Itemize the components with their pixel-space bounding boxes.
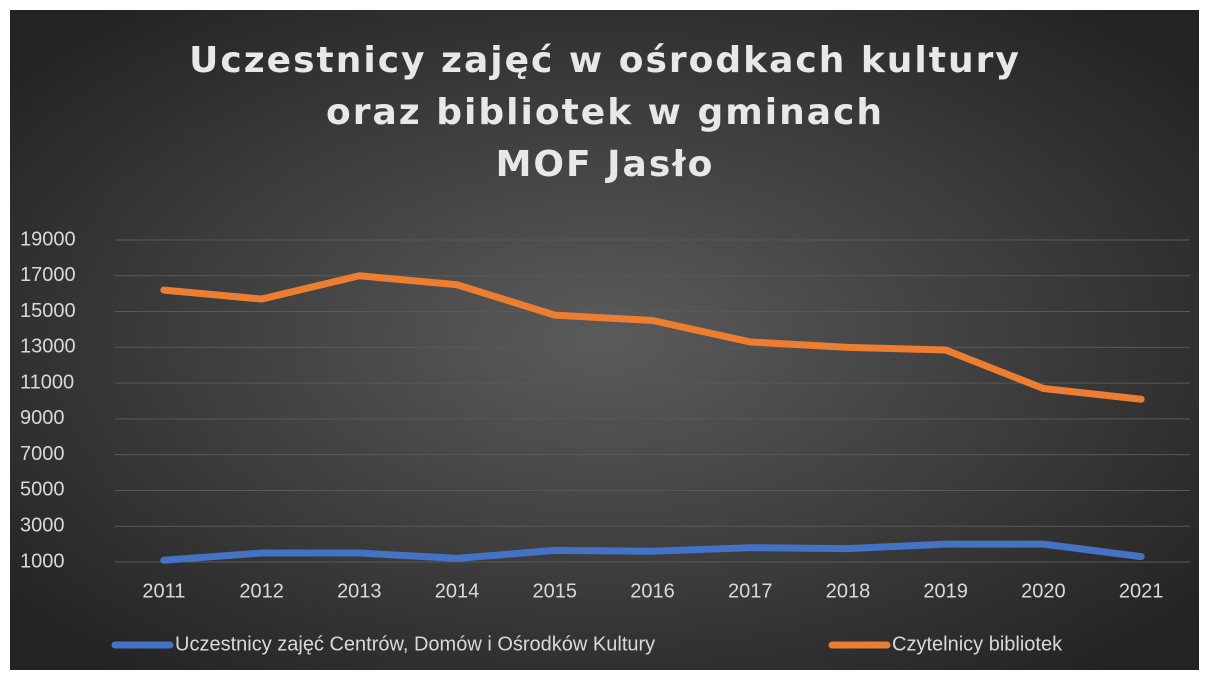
y-tick-label: 3000 (20, 515, 65, 537)
y-tick-label: 1000 (20, 550, 65, 572)
x-tick-label: 2021 (1119, 580, 1164, 602)
y-tick-label: 13000 (20, 336, 76, 358)
y-tick-label: 15000 (20, 300, 76, 322)
legend-label: Czytelnicy bibliotek (892, 633, 1063, 655)
x-tick-label: 2014 (435, 580, 480, 602)
x-tick-label: 2011 (142, 580, 185, 602)
chart-title: MOF Jasło (496, 144, 715, 185)
x-tick-label: 2012 (239, 580, 284, 602)
line-series (160, 540, 1145, 564)
x-tick-label: 2013 (337, 580, 382, 602)
chart-title: Uczestnicy zajęć w ośrodkach kultury (189, 40, 1021, 81)
y-tick-label: 17000 (20, 264, 76, 286)
x-tick-label: 2017 (728, 580, 773, 602)
y-tick-label: 9000 (20, 407, 65, 429)
x-tick-label: 2016 (630, 580, 675, 602)
chart-title: oraz bibliotek w gminach (326, 92, 884, 133)
x-tick-label: 2018 (826, 580, 871, 602)
y-tick-label: 5000 (20, 479, 65, 501)
x-tick-label: 2020 (1021, 580, 1066, 602)
y-tick-label: 11000 (20, 371, 74, 393)
legend-label: Uczestnicy zajęć Centrów, Domów i Ośrodk… (175, 633, 655, 655)
y-tick-label: 7000 (20, 443, 65, 465)
line-series (160, 272, 1145, 403)
y-tick-label: 19000 (20, 228, 76, 250)
x-tick-label: 2019 (923, 580, 968, 602)
x-tick-label: 2015 (533, 580, 578, 602)
